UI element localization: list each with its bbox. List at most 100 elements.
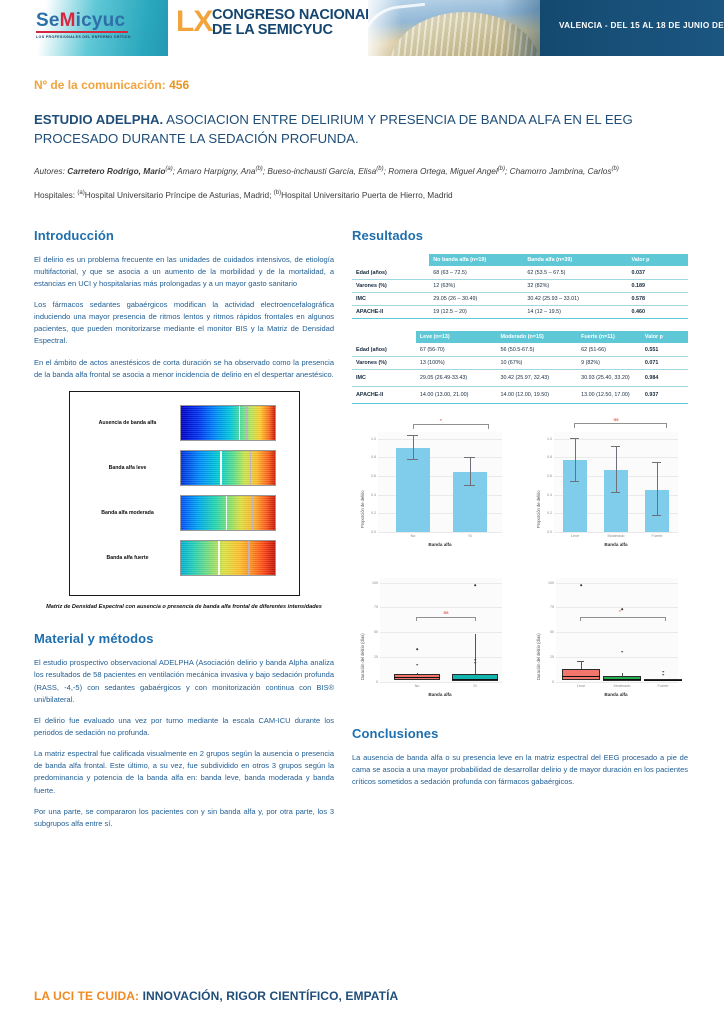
spectral-label-3: Banda alfa fuerte — [106, 554, 149, 561]
poster-content: Nº de la comunicación: 456 ESTUDIO ADELP… — [0, 78, 724, 839]
chart3-ytick-4: 100 — [372, 580, 378, 585]
th-1-0 — [352, 253, 430, 267]
td-2-3-2: 14.00 (12.00, 19.50) — [496, 386, 578, 404]
chart3-box-si — [452, 673, 498, 681]
first-author: Carretero Rodrigo, Mario — [67, 166, 166, 177]
chart1-errorbar-si — [469, 457, 471, 487]
conclusions-text: La ausencia de banda alfa o su presencia… — [352, 752, 688, 786]
spectral-trace-grey — [248, 540, 250, 575]
spectral-row: Ausencia de banda alfa — [76, 404, 293, 441]
chart4-ytick-4: 100 — [548, 580, 554, 585]
semicyuc-logo: SeMicyuc LOS PROFESIONALES DEL ENFERMO C… — [36, 11, 131, 39]
chart4-plot: 0 25 50 75 100 — [548, 577, 682, 688]
chart2-xtick-2: Fuerte — [651, 534, 663, 539]
banner-white-middle — [168, 0, 368, 56]
spectral-trace-white — [218, 540, 220, 575]
intro-paragraph-2: Los fármacos sedantes gabaérgicos modifi… — [34, 300, 334, 346]
table-header-row: Leve (n=13) Moderado (n=15) Fuerte (n=11… — [352, 330, 688, 344]
table-row: Varones (%) 12 (63%) 32 (82%) 0.189 — [352, 279, 688, 293]
spectral-label-0: Ausencia de banda alfa — [98, 419, 157, 426]
chart4-xtick-2: Fuerte — [657, 684, 669, 689]
th-2-4: Valor p — [640, 330, 688, 344]
communication-number-value: 456 — [169, 78, 190, 92]
chart-bar-subgrupos-alfa: Proporción de delirio 0.0 0.2 0.4 0.6 — [522, 415, 688, 556]
chart2-ytick-0: 0.0 — [547, 529, 552, 534]
chart3-ytick-0: 0 — [376, 679, 378, 684]
chart4-ytick-3: 75 — [550, 605, 554, 610]
chart1-significance: * — [440, 417, 442, 423]
chart2-ytick-3: 0.6 — [547, 473, 552, 478]
td-2-2-0: IMC — [352, 369, 416, 387]
methods-paragraph-2: El delirio fue evaluado una vez por turn… — [34, 715, 334, 737]
table-row: APACHE-II 19 (12.5 – 20) 14 (12 – 19.5) … — [352, 305, 688, 319]
chart2-plot: 0.0 0.2 0.4 0.6 0.8 1.0 — [547, 417, 678, 538]
chart3-outlier — [474, 661, 476, 664]
footer-slogan: LA UCI TE CUIDA: INNOVACIÓN, RIGOR CIENT… — [34, 989, 398, 1003]
spectral-trace-grey — [251, 495, 254, 530]
section-heading-resultados: Resultados — [352, 227, 424, 243]
semicyuc-logo-wordmark: SeMicyuc — [36, 10, 126, 31]
chart1-ytick-3: 0.6 — [371, 473, 376, 478]
chart3-ytick-3: 75 — [374, 605, 378, 610]
td-2-2-4: 0.984 — [640, 369, 688, 387]
page-title-rest: ASOCIACION ENTRE DELIRIUM Y PRESENCIA DE… — [34, 112, 633, 147]
spectral-trace-grey — [246, 405, 248, 440]
td-2-3-3: 13.00 (12.50, 17.00) — [577, 386, 641, 404]
chart3-ytick-2: 50 — [374, 630, 378, 635]
spectral-heatmap-0 — [179, 404, 276, 441]
chart2-xtick-0: Leve — [570, 534, 580, 539]
spectral-heatmap-2 — [179, 494, 276, 531]
chart3-outlier — [416, 663, 418, 666]
chart3-outlier — [416, 648, 418, 650]
methods-paragraph-3: La matriz espectral fue calificada visua… — [34, 749, 334, 795]
spectral-label-2: Banda alfa moderada — [101, 509, 154, 516]
th-1-1: No banda alfa (n=19) — [429, 253, 524, 267]
td-2-3-4: 0.937 — [640, 386, 688, 404]
chart1-ytick-2: 0.4 — [371, 492, 376, 497]
td-1-1-1: 12 (63%) — [429, 279, 524, 293]
chart3-ytick-1: 25 — [374, 654, 378, 659]
chart2-significance: ns — [613, 416, 619, 422]
edition-number: LX — [176, 5, 213, 38]
chart3-outlier — [474, 658, 476, 661]
td-1-2-2: 30.42 (25.93 – 33.01) — [523, 292, 628, 306]
chart2-ytick-2: 0.4 — [547, 492, 552, 497]
chart4-ytick-2: 50 — [550, 630, 554, 635]
spectral-trace-white — [238, 405, 241, 440]
td-1-3-2: 14 (12 – 19.5) — [523, 305, 628, 319]
communication-number-label: Nº de la comunicación: — [34, 78, 166, 92]
chart4-xtick-0: Leve — [576, 684, 586, 689]
methods-paragraph-4: Por una parte, se compararon los pacient… — [34, 806, 334, 828]
td-2-2-1: 29.05 (26.49-33.43) — [415, 369, 497, 387]
logo-tagline: LOS PROFESIONALES DEL ENFERMO CRÍTICO — [36, 35, 131, 39]
th-1-3: Valor p — [627, 253, 688, 267]
th-2-3: Fuerte (n=11) — [577, 330, 641, 344]
td-2-3-0: APACHE-II — [352, 386, 416, 404]
chart3-significance: ns — [443, 609, 449, 615]
td-1-2-0: IMC — [352, 292, 430, 306]
page-title: ESTUDIO ADELPHA. ASOCIACION ENTRE DELIRI… — [34, 110, 674, 148]
td-1-3-0: APACHE-II — [352, 305, 430, 319]
td-1-1-3: 0.189 — [627, 279, 688, 293]
chart4-box-moderado — [603, 675, 641, 681]
chart4-xtick-1: Moderado — [613, 684, 631, 689]
congress-banner: SeMicyuc LOS PROFESIONALES DEL ENFERMO C… — [0, 0, 724, 56]
hospitals-line: Hospitales: (a)Hospital Universitario Pr… — [34, 190, 453, 201]
td-2-3-1: 14.00 (13.00, 21.00) — [415, 386, 497, 404]
chart4-outlier — [662, 670, 664, 673]
chart4-outlier — [662, 673, 664, 676]
chart1-plot: 0.0 0.2 0.4 0.6 0.8 1.0 — [371, 418, 502, 538]
td-2-0-2: 56 (50.5-67.5) — [496, 343, 578, 357]
table-row: Edad (años) 68 (63 – 72.5) 62 (53.5 – 67… — [352, 266, 688, 280]
affiliation-marker-b: (b) — [255, 166, 263, 173]
td-2-2-2: 30.42 (25.97, 32.43) — [496, 369, 578, 387]
chart2-ylabel: Proporción de delirio — [536, 490, 541, 528]
spectral-trace-white — [219, 450, 222, 485]
chart3-plot: 0 25 50 75 100 — [372, 577, 502, 688]
td-2-1-3: 9 (82%) — [577, 356, 641, 370]
section-heading-conclusiones: Conclusiones — [352, 725, 439, 741]
charts-grid: Proporción de delirio 0.0 0.2 0.4 0.6 — [352, 415, 688, 704]
congress-line-1: CONGRESO NACIONAL — [212, 7, 374, 23]
chart4-xlabel: Banda alfa — [604, 691, 628, 697]
chart1-errorbar-no — [412, 436, 414, 461]
